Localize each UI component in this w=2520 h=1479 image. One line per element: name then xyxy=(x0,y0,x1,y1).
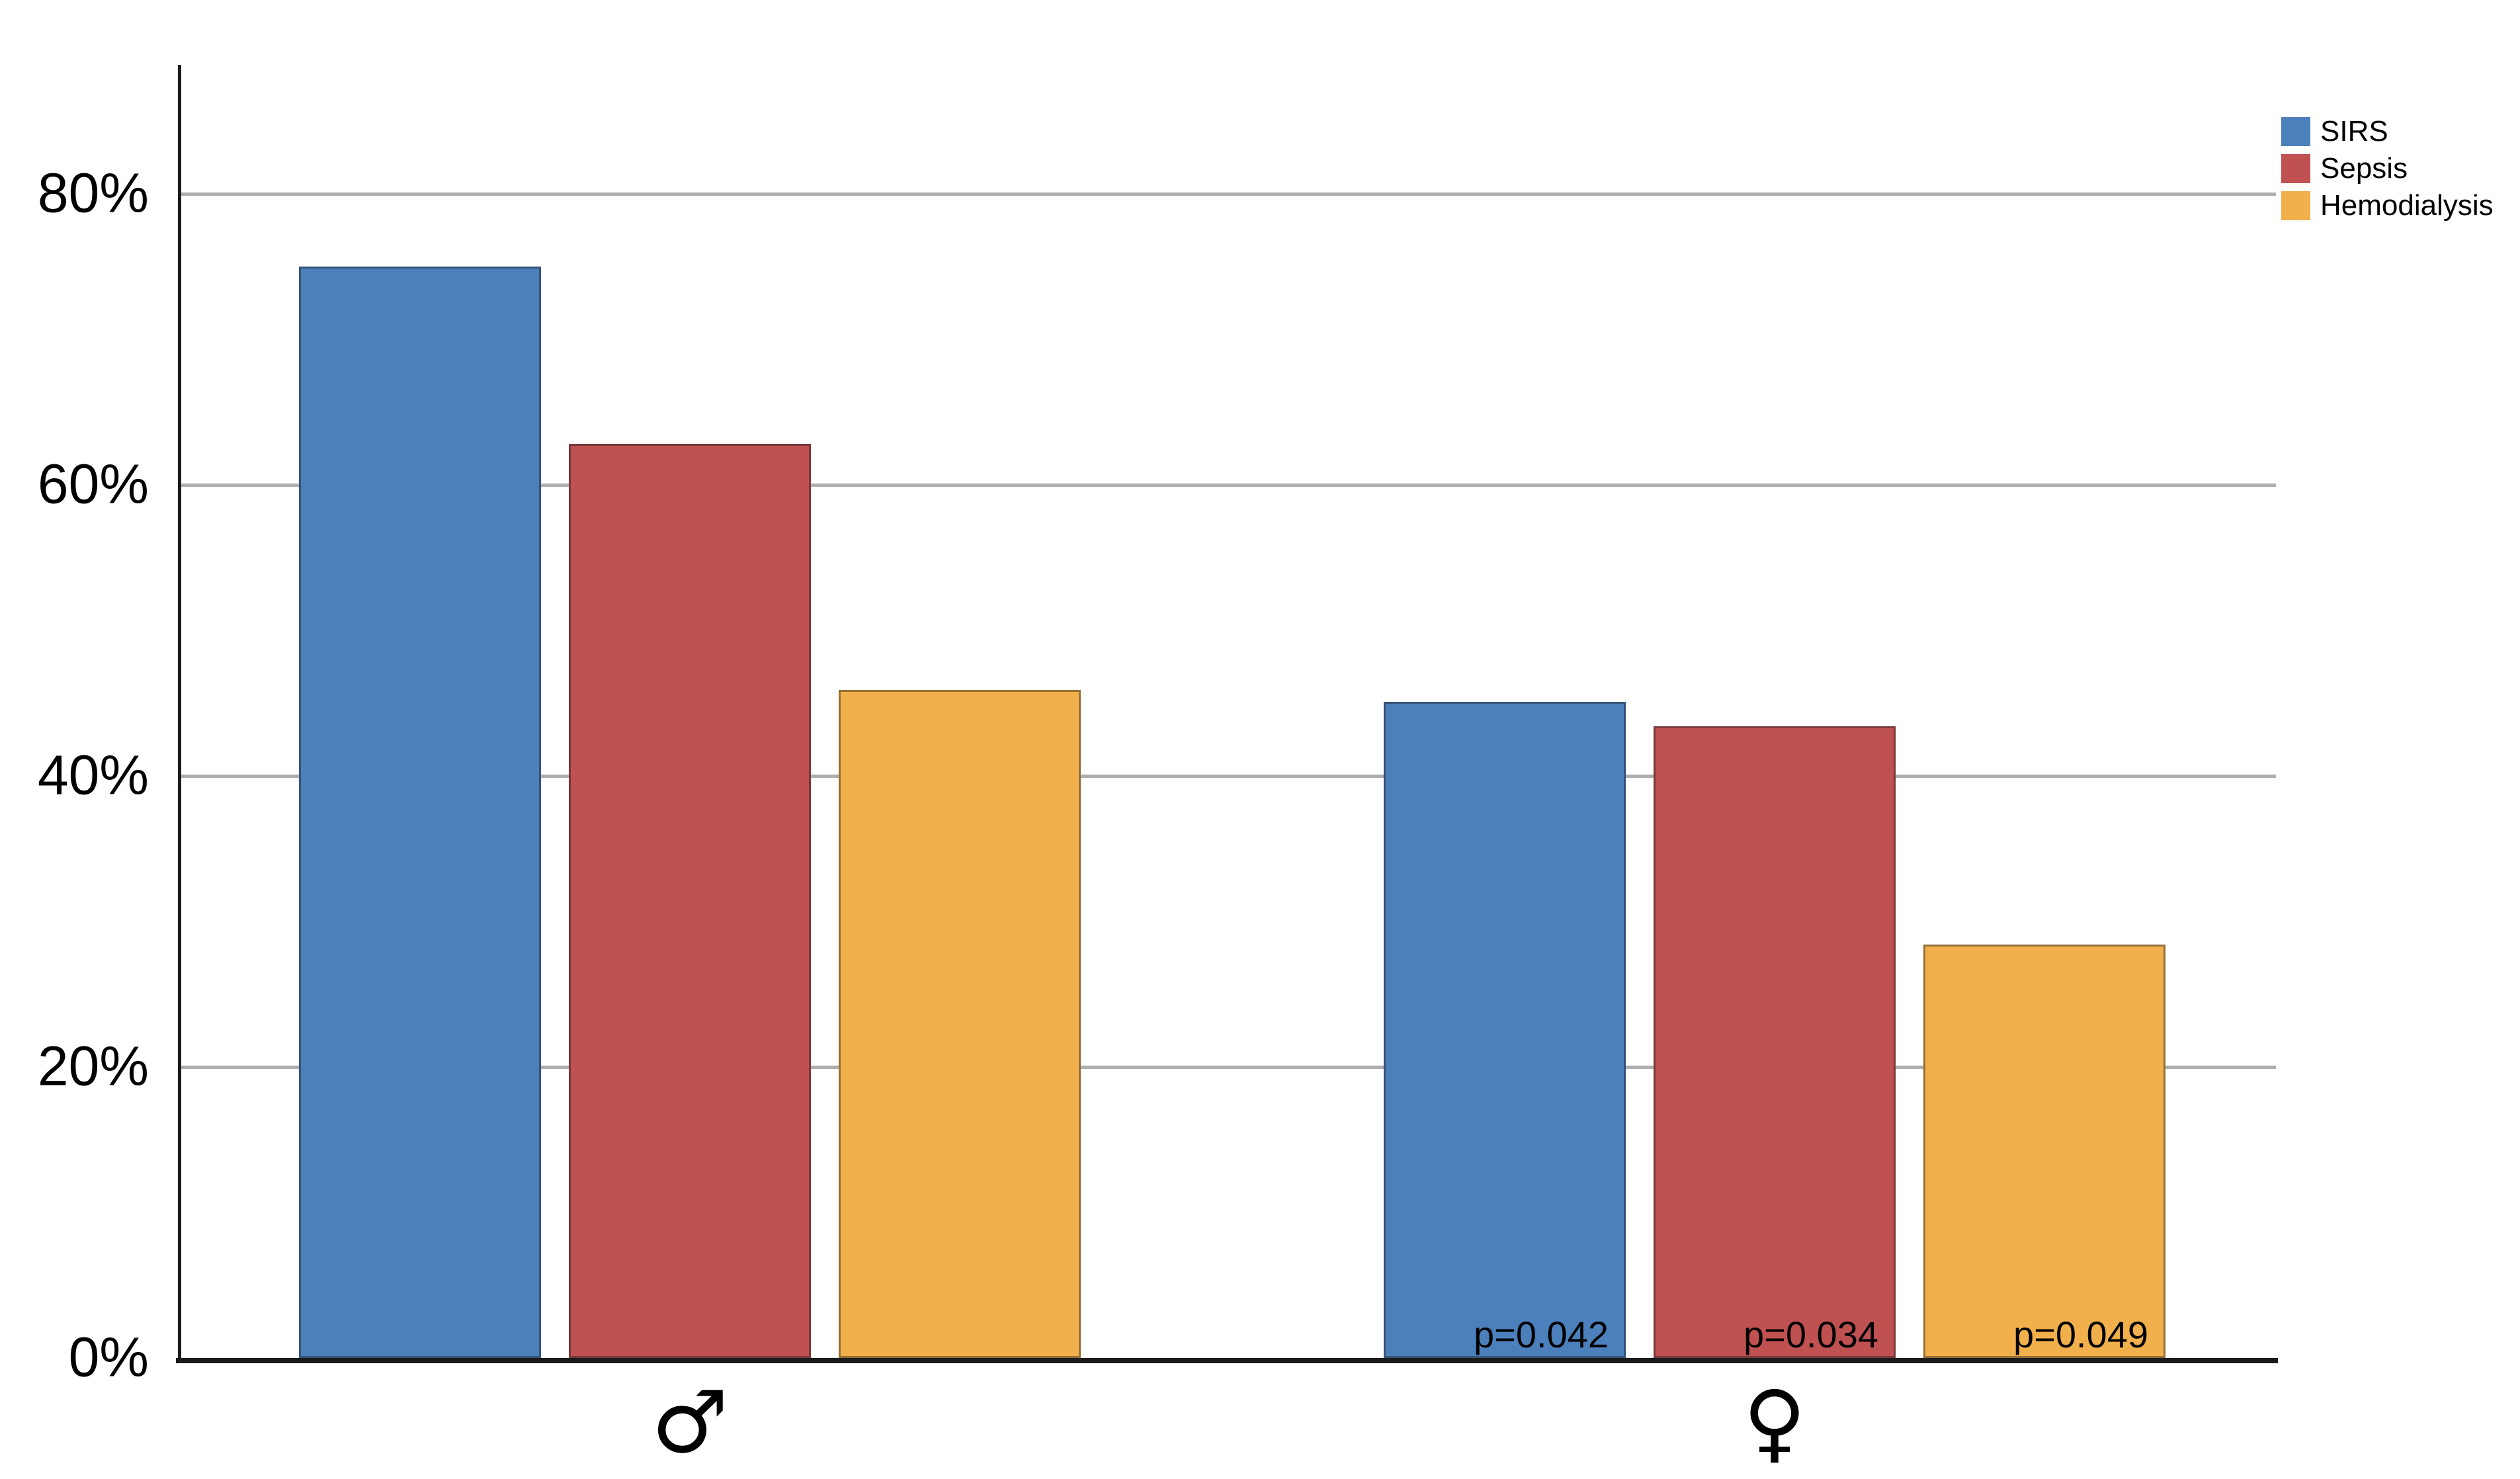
y-tick-label-0: 0% xyxy=(68,1326,149,1388)
y-tick-label-20: 20% xyxy=(37,1035,149,1097)
gridline-60 xyxy=(179,484,2276,487)
legend-label-hemodialysis: Hemodialysis xyxy=(2320,189,2494,222)
legend-swatch-sepsis xyxy=(2281,154,2310,183)
p-value-female-hemodialysis: p=0.049 xyxy=(2013,1314,2148,1355)
gridline-20 xyxy=(179,1066,2276,1069)
y-tick-label-80: 80% xyxy=(37,161,149,224)
bar-female-sepsis xyxy=(1654,726,1896,1358)
bar-female-sirs xyxy=(1384,702,1626,1358)
x-axis-line xyxy=(176,1358,2278,1363)
p-value-female-sirs: p=0.042 xyxy=(1474,1314,1609,1355)
y-tick-label-40: 40% xyxy=(37,743,149,806)
legend-label-sepsis: Sepsis xyxy=(2320,152,2408,185)
legend-swatch-sirs xyxy=(2281,117,2310,146)
gridline-40 xyxy=(179,775,2276,778)
x-category-symbol-female: ♀ xyxy=(1743,1372,1806,1472)
bar-male-sepsis xyxy=(569,444,811,1358)
gridline-80 xyxy=(179,192,2276,196)
y-tick-label-60: 60% xyxy=(37,452,149,515)
bar-male-sirs xyxy=(299,267,541,1358)
legend-label-sirs: SIRS xyxy=(2320,115,2388,148)
legend-swatch-hemodialysis xyxy=(2281,191,2310,220)
y-axis-line xyxy=(178,65,181,1363)
x-category-symbol-male: ♂ xyxy=(651,1372,729,1472)
bar-female-hemodialysis xyxy=(1923,945,2165,1358)
bar-male-hemodialysis xyxy=(839,690,1081,1358)
p-value-female-sepsis: p=0.034 xyxy=(1743,1314,1878,1355)
